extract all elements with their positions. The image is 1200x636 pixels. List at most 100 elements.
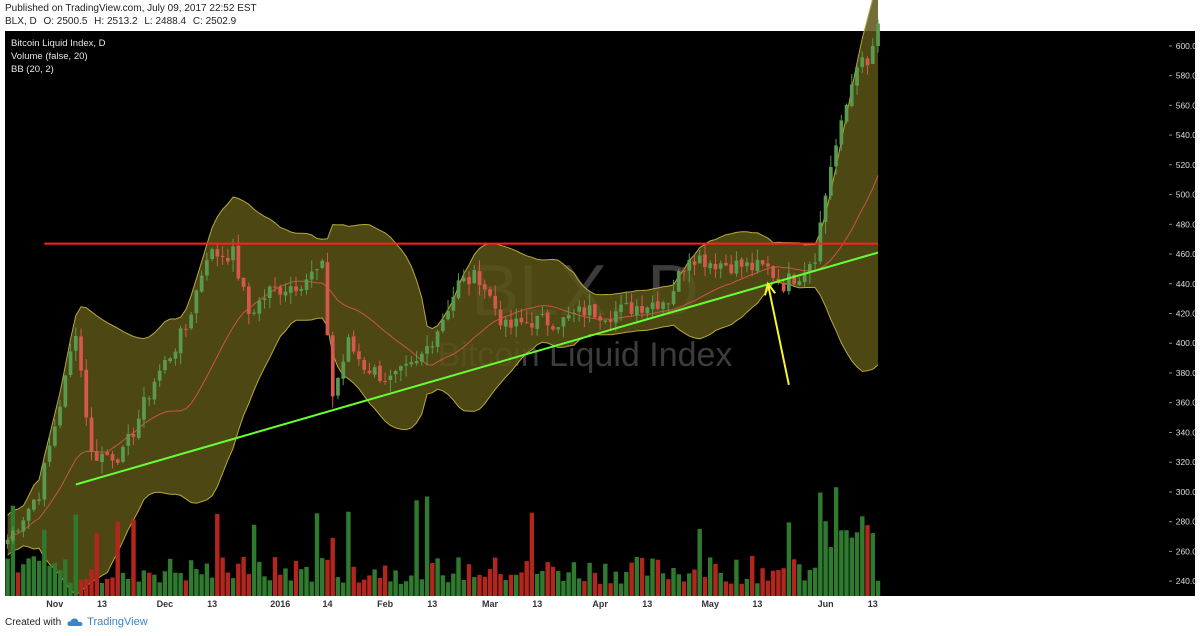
candle-body	[608, 319, 613, 323]
candle-body	[210, 249, 214, 259]
candle-body	[603, 320, 608, 322]
candle-body	[325, 262, 330, 336]
candle-body	[294, 286, 298, 292]
candles	[5, 19, 880, 549]
volume-bar	[382, 565, 388, 596]
volume-bar	[362, 579, 367, 596]
candle-body	[718, 263, 723, 269]
volume-bar	[84, 579, 89, 596]
candle-body	[441, 319, 445, 332]
volume-bar	[372, 569, 377, 596]
created-with-label: Created with	[5, 616, 62, 628]
volume-bar	[157, 582, 162, 596]
volume-bar	[603, 563, 608, 596]
candle-body	[703, 254, 707, 267]
x-tick-label: Mar	[482, 599, 499, 609]
volume-bar	[152, 574, 157, 596]
candle-body	[299, 288, 304, 291]
candle-body	[509, 319, 513, 328]
volume-bar	[94, 532, 99, 596]
volume-bar	[346, 511, 351, 596]
volume-bar	[278, 574, 283, 596]
volume-bar	[718, 572, 723, 596]
volume-bar	[571, 562, 577, 596]
candle-body	[556, 327, 560, 330]
volume-bar	[666, 579, 671, 596]
volume-bar	[272, 557, 278, 596]
volume-bar	[519, 572, 524, 596]
candle-body	[199, 275, 204, 292]
candle-body	[220, 255, 225, 257]
candle-body	[661, 302, 665, 309]
candle-body	[593, 304, 597, 318]
volume-bar	[393, 570, 398, 596]
candle-body	[32, 499, 36, 510]
candle-body	[760, 260, 765, 265]
volume-bar	[15, 572, 21, 596]
candle-body	[205, 260, 209, 276]
volume-bar	[744, 578, 750, 596]
candle-body	[619, 304, 623, 312]
time-axis[interactable]: Nov 13 Dec 13 2016 14 Feb 13 Mar 13 Apr 13 May 13 Jun 1…	[46, 599, 878, 609]
candle-body	[315, 269, 319, 271]
volume-bar	[335, 577, 341, 596]
candle-body	[393, 371, 398, 375]
candle-body	[247, 286, 251, 314]
volume-bar	[493, 557, 498, 596]
volume-bar	[729, 583, 734, 596]
candle-body	[745, 262, 749, 267]
candle-body	[136, 418, 141, 438]
candle-body	[865, 58, 870, 66]
candle-body	[797, 281, 802, 286]
candle-body	[5, 539, 10, 545]
volume-bar	[854, 532, 860, 596]
volume-bar	[466, 564, 472, 596]
candle-body	[823, 195, 828, 222]
volume-bar	[309, 581, 314, 596]
volume-bar	[5, 558, 10, 596]
volume-bar	[608, 583, 613, 596]
y-tick-label: 280.0	[1176, 517, 1198, 527]
volume-bar	[403, 581, 409, 596]
x-tick-label: 13	[642, 599, 652, 609]
volume-bar	[597, 584, 603, 596]
candle-body	[676, 271, 681, 292]
tradingview-logo[interactable]: TradingView	[67, 616, 148, 628]
support-line	[75, 251, 879, 486]
candle-body	[11, 530, 15, 541]
candle-body	[110, 454, 115, 461]
candle-body	[734, 260, 739, 274]
candle-body	[808, 264, 812, 273]
volume-bar	[314, 513, 320, 596]
high-value: H: 2513.2	[94, 16, 138, 27]
volume-bar	[613, 571, 618, 596]
volume-bar	[592, 572, 598, 596]
volume-bar	[194, 569, 199, 596]
volume-bar	[865, 525, 870, 596]
volume-bar	[220, 557, 225, 596]
candle-body	[404, 363, 408, 366]
volume-bar	[692, 569, 697, 596]
volume-bar	[624, 572, 629, 596]
price-axis[interactable]: 240.0 260.0 280.0 300.0 320.0 340.0 360.0 380.0…	[1169, 41, 1197, 586]
volume-bar	[115, 521, 120, 596]
volume-bar	[251, 524, 257, 596]
volume-bar	[52, 563, 57, 596]
candle-body	[236, 245, 241, 279]
band-lower	[7, 281, 879, 596]
volume-bar	[802, 580, 807, 596]
candle-body	[771, 266, 775, 278]
volume-bar	[713, 563, 718, 596]
volume-bar	[765, 580, 771, 596]
candle-body	[692, 261, 697, 265]
volume-bar	[629, 562, 634, 596]
volume-bar	[723, 581, 729, 596]
y-tick-label: 440.0	[1176, 279, 1198, 289]
candle-body	[666, 303, 671, 305]
candle-body	[372, 367, 377, 375]
candle-body	[446, 311, 450, 320]
y-tick-label: 480.0	[1176, 219, 1198, 229]
volume-bar	[587, 562, 592, 596]
volume-bar	[424, 496, 430, 596]
